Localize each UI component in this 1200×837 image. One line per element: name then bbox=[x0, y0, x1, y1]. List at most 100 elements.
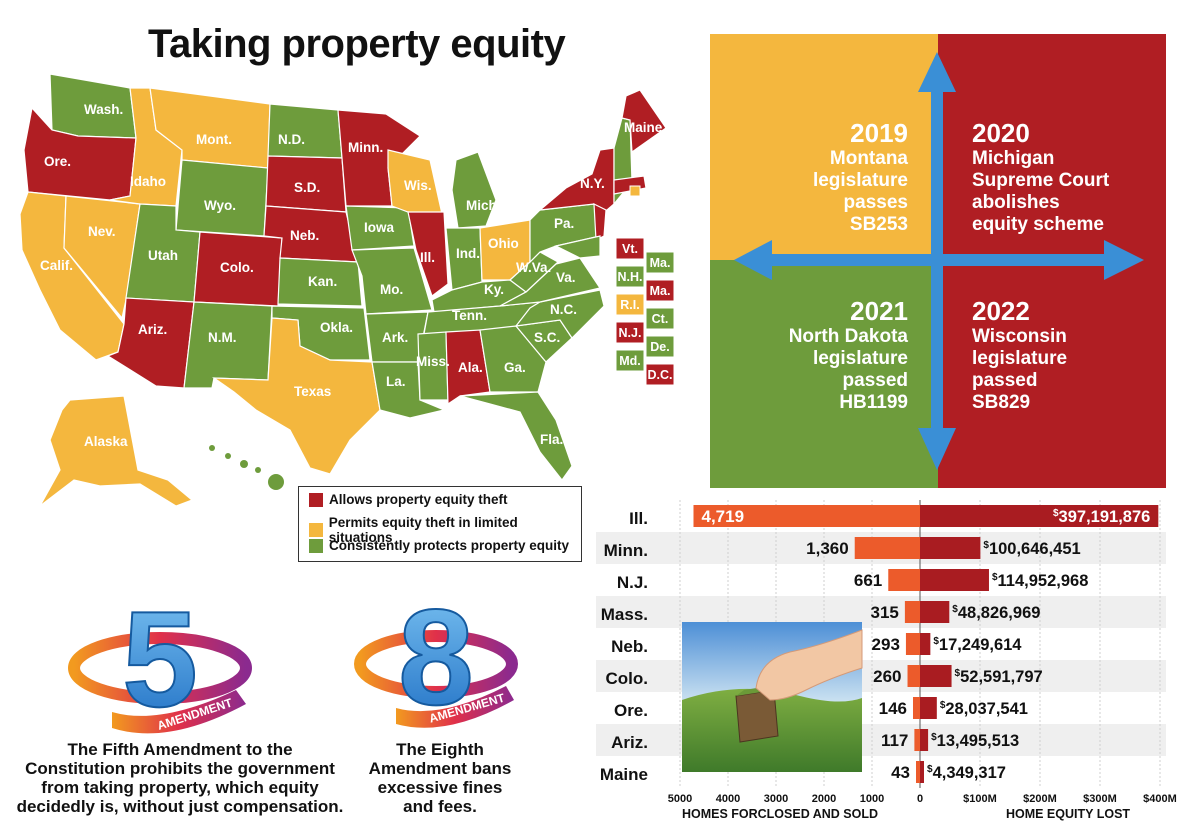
tick-left-1000: 1000 bbox=[860, 793, 884, 805]
caption-line: The Eighth bbox=[396, 740, 484, 759]
inset-box bbox=[615, 349, 645, 372]
state-mo bbox=[351, 247, 433, 315]
label-equity-ill: $397,191,876 bbox=[1053, 508, 1150, 526]
state-hawaii bbox=[209, 445, 284, 490]
inset-box bbox=[645, 335, 675, 358]
map-label-tenn: Tenn. bbox=[452, 308, 487, 323]
label-equity-n-j: $114,952,968 bbox=[992, 572, 1088, 590]
map-label-iowa: Iowa bbox=[364, 220, 394, 235]
legend-item-allows: Allows property equity theft bbox=[309, 492, 508, 507]
inset-vt-0: Vt. bbox=[615, 237, 645, 260]
inset-label: Md. bbox=[619, 354, 641, 368]
map-label-miss: Miss. bbox=[416, 354, 450, 369]
inset-label: D.C. bbox=[648, 368, 673, 382]
page-title: Taking property equity bbox=[148, 22, 566, 66]
map-label-mont: Mont. bbox=[196, 132, 232, 147]
label-equity-minn: $100,646,451 bbox=[983, 540, 1080, 558]
ribbon-8 bbox=[354, 630, 518, 698]
timeline-line: legislature bbox=[972, 348, 1068, 369]
timeline-line: SB829 bbox=[972, 392, 1031, 413]
map-label-mich: Mich. bbox=[466, 198, 501, 213]
inset-n-j-6: N.J. bbox=[615, 321, 645, 344]
timeline-line: Montana bbox=[829, 148, 908, 169]
quadrant-2021 bbox=[710, 260, 938, 488]
inset-r-i-4: R.I. bbox=[615, 293, 645, 316]
caption-line: from taking property, which equity bbox=[41, 778, 319, 797]
tick-left-4000: 4000 bbox=[716, 793, 740, 805]
land-photo bbox=[682, 622, 863, 772]
bar-equity-ariz bbox=[920, 729, 929, 751]
timeline-2021: 2021 North Dakota legislature passed HB1… bbox=[740, 296, 908, 414]
label-equity-neb: $17,249,614 bbox=[933, 636, 1022, 654]
state-ala bbox=[445, 329, 491, 406]
map-label-ky: Ky. bbox=[484, 282, 504, 297]
map-label-la: La. bbox=[386, 374, 406, 389]
map-label-mo: Mo. bbox=[380, 282, 403, 297]
map-label-ore: Ore. bbox=[44, 154, 71, 169]
hand-icon bbox=[755, 629, 863, 701]
bar-equity-minn bbox=[920, 537, 981, 559]
timeline-line: North Dakota bbox=[788, 326, 908, 347]
inset-label: De. bbox=[650, 340, 669, 354]
category-label-ill: Ill. bbox=[629, 509, 648, 528]
inset-ma-1: Ma. bbox=[645, 251, 675, 274]
label-equity-maine: $4,349,317 bbox=[927, 764, 1006, 782]
map-label-s-d: S.D. bbox=[294, 180, 320, 195]
inset-box bbox=[615, 321, 645, 344]
timeline-year-2020: 2020 bbox=[972, 118, 1030, 148]
map-label-nev: Nev. bbox=[88, 224, 116, 239]
map-label-n-m: N.M. bbox=[208, 330, 237, 345]
timeline-line: passed bbox=[972, 370, 1038, 391]
state-texas bbox=[211, 317, 381, 475]
timeline-line: abolishes bbox=[972, 192, 1060, 213]
map-labels: Wash. Ore. Idaho Mont. N.D. Minn. Maine Wyo. S.D… bbox=[40, 102, 663, 497]
cross-arrows bbox=[734, 52, 1144, 470]
inset-label: Ma. bbox=[650, 284, 671, 298]
caption-line: decidedly is, without just compensation. bbox=[16, 797, 344, 816]
bar-homes-ill bbox=[693, 505, 920, 527]
tick-right-300m: $300M bbox=[1083, 793, 1117, 805]
legend-label-protects: Consistently protects property equity bbox=[329, 538, 570, 553]
caption-line: Amendment bans bbox=[368, 759, 512, 778]
timeline-line: SB253 bbox=[849, 214, 908, 235]
bar-equity-mass bbox=[920, 601, 950, 623]
state-nj-main bbox=[593, 203, 607, 241]
bar-homes-minn bbox=[854, 537, 920, 559]
inset-de-7: De. bbox=[645, 335, 675, 358]
inset-box bbox=[615, 293, 645, 316]
timeline-2020: 2020 Michigan Supreme Court abolishes eq… bbox=[972, 118, 1158, 236]
map-label-ga: Ga. bbox=[504, 360, 526, 375]
map-legend: Allows property equity theft Permits equ… bbox=[298, 486, 582, 562]
bar-equity-ore bbox=[920, 697, 937, 719]
quadrant-2019 bbox=[710, 34, 938, 260]
tick-right-100m: $100M bbox=[963, 793, 997, 805]
label-equity-ariz: $13,495,513 bbox=[931, 732, 1019, 750]
map-label-okla: Okla. bbox=[320, 320, 353, 335]
label-homes-minn: 1,360 bbox=[806, 539, 849, 558]
inset-label: N.H. bbox=[618, 270, 643, 284]
timeline-2019: 2019 Montana legislature passes SB253 bbox=[740, 118, 908, 236]
map-label-maine: Maine bbox=[624, 120, 663, 135]
caption-line: The Fifth Amendment to the bbox=[67, 740, 293, 759]
state-fla bbox=[459, 391, 573, 482]
map-label-n-c: N.C. bbox=[550, 302, 577, 317]
map-label-ohio: Ohio bbox=[488, 236, 519, 251]
map-label-pa: Pa. bbox=[554, 216, 574, 231]
map-label-wis: Wis. bbox=[404, 178, 432, 193]
map-label-w-va: W.Va. bbox=[516, 260, 551, 275]
label-homes-maine: 43 bbox=[891, 763, 910, 782]
label-equity-ore: $28,037,541 bbox=[940, 700, 1028, 718]
bar-equity-neb bbox=[920, 633, 931, 655]
state-nd bbox=[267, 103, 343, 159]
bar-homes-colo bbox=[907, 665, 920, 687]
inset-box bbox=[645, 363, 675, 386]
state-nc bbox=[514, 289, 605, 339]
caption-line: excessive fines bbox=[377, 778, 503, 797]
inset-box bbox=[645, 307, 675, 330]
legend-item-protects: Consistently protects property equity bbox=[309, 538, 569, 553]
ribbon-5-front bbox=[112, 690, 246, 734]
map-label-va: Va. bbox=[556, 270, 576, 285]
map-label-idaho: Idaho bbox=[130, 174, 166, 189]
bar-homes-mass bbox=[904, 601, 920, 623]
